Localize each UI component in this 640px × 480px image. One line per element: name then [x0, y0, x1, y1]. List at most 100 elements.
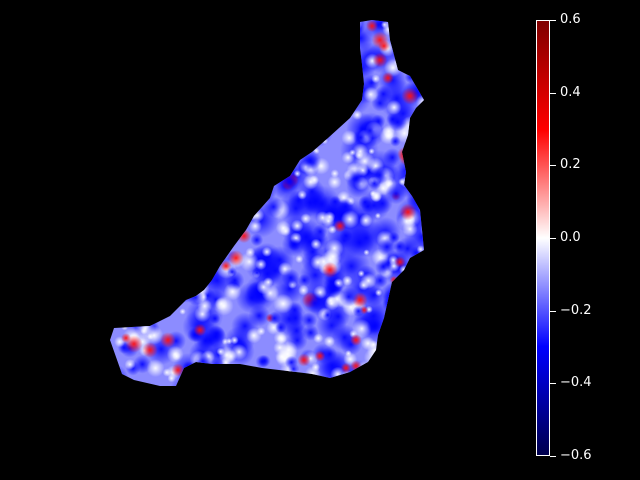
texture-blob: [110, 179, 130, 201]
texture-blob: [192, 123, 210, 141]
texture-blob: [133, 76, 151, 94]
texture-blob: [402, 221, 418, 237]
texture-blob: [283, 79, 293, 89]
texture-blob: [110, 127, 124, 149]
texture-blob: [110, 60, 119, 78]
texture-blob: [261, 246, 272, 258]
texture-blob: [349, 378, 376, 386]
texture-blob: [337, 198, 354, 216]
texture-blob: [325, 92, 346, 113]
texture-blob: [110, 20, 113, 30]
texture-blob: [209, 242, 218, 252]
texture-blob: [383, 359, 423, 386]
texture-blob: [156, 20, 176, 40]
texture-blob: [363, 249, 370, 256]
texture-blob: [280, 36, 313, 69]
texture-blob: [176, 137, 215, 175]
texture-blob: [173, 93, 184, 104]
texture-blob: [165, 194, 181, 211]
texture-blob: [150, 175, 171, 196]
texture-blob: [285, 20, 295, 28]
texture-blob: [379, 338, 412, 372]
texture-blob: [167, 208, 207, 249]
texture-blob: [293, 33, 313, 53]
texture-blob: [171, 134, 198, 161]
texture-blob: [213, 57, 224, 68]
texture-blob: [184, 20, 196, 30]
texture-blob: [157, 67, 173, 83]
texture-blob: [110, 283, 125, 301]
texture-blob: [162, 244, 189, 270]
texture-blob: [352, 109, 363, 120]
texture-blob: [271, 103, 310, 143]
texture-blob: [110, 222, 129, 258]
texture-blob: [113, 53, 130, 70]
texture-blob: [161, 55, 180, 74]
texture-blob: [353, 130, 369, 145]
texture-blob: [126, 199, 133, 206]
texture-blob: [407, 296, 424, 331]
texture-blob: [221, 39, 230, 48]
texture-blob: [323, 281, 342, 299]
texture-blob: [138, 155, 157, 174]
texture-blob: [160, 20, 168, 23]
texture-blob: [217, 129, 234, 146]
texture-blob: [210, 203, 223, 216]
texture-blob: [179, 280, 195, 296]
texture-blob: [275, 321, 287, 334]
texture-blob: [194, 217, 215, 238]
texture-blob: [139, 122, 150, 133]
texture-blob: [125, 99, 144, 118]
texture-blob: [364, 383, 374, 386]
texture-blob: [126, 39, 145, 58]
texture-blob: [139, 168, 165, 194]
texture-blob: [189, 122, 207, 139]
texture-blob: [253, 146, 262, 155]
texture-blob: [181, 28, 199, 45]
texture-blob: [173, 65, 191, 83]
texture-blob: [191, 373, 210, 386]
texture-blob: [246, 172, 263, 189]
texture-blob: [157, 179, 167, 189]
texture-blob: [284, 355, 298, 369]
texture-blob: [133, 240, 150, 256]
texture-blob: [361, 362, 377, 378]
texture-blob: [381, 355, 400, 374]
texture-blob: [223, 46, 240, 63]
texture-blob: [275, 382, 290, 386]
texture-blob: [380, 21, 389, 29]
texture-blob: [110, 20, 142, 46]
texture-blob: [202, 265, 217, 280]
colorbar-tick-label: 0.2: [560, 157, 581, 173]
texture-blob: [110, 121, 118, 135]
texture-blob: [251, 20, 279, 47]
texture-blob: [313, 93, 331, 111]
texture-blob: [333, 27, 347, 40]
texture-blob: [155, 149, 189, 182]
texture-blob: [297, 190, 307, 200]
texture-blob: [392, 36, 413, 57]
texture-blob: [135, 142, 144, 151]
texture-blob: [144, 282, 157, 295]
texture-blob: [112, 379, 130, 386]
texture-blob: [162, 259, 187, 284]
texture-blob: [245, 247, 256, 258]
texture-blob: [378, 40, 390, 52]
texture-blob: [189, 117, 205, 134]
texture-blob: [265, 103, 285, 123]
texture-blob: [144, 51, 154, 62]
texture-blob: [375, 289, 383, 297]
texture-blob: [215, 24, 236, 44]
texture-blob: [221, 363, 236, 378]
texture-blob: [110, 36, 127, 77]
texture-blob: [186, 239, 201, 254]
texture-blob: [110, 282, 126, 301]
texture-blob: [419, 294, 424, 315]
texture-blob: [227, 52, 239, 65]
texture-blob: [163, 175, 182, 194]
texture-blob: [363, 86, 379, 103]
texture-blob: [201, 84, 209, 92]
texture-blob: [251, 157, 272, 178]
texture-blob: [281, 268, 300, 287]
